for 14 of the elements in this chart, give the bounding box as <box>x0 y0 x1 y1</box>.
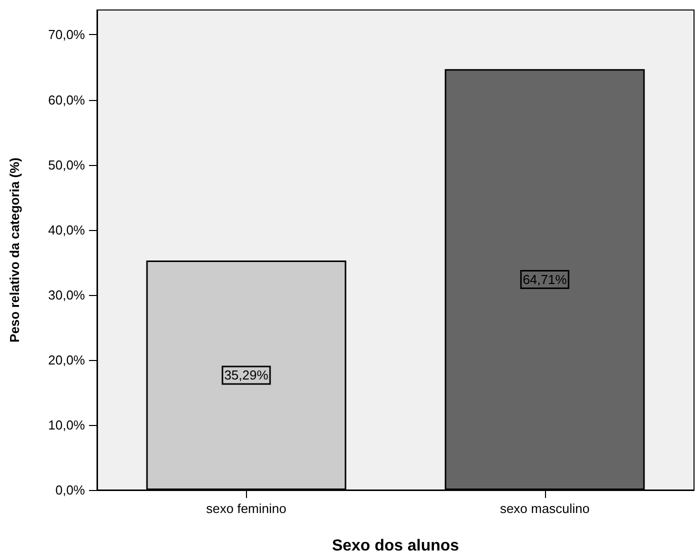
x-tick-label: sexo feminino <box>206 501 286 516</box>
data-label: 64,71% <box>522 272 568 288</box>
data-label: 35,29% <box>224 368 269 383</box>
y-tick-label: 50,0% <box>48 157 86 172</box>
x-axis-title: Sexo dos alunos <box>332 538 460 554</box>
x-tick-label: sexo masculino <box>500 501 590 516</box>
y-tick-label: 70,0% <box>48 27 86 42</box>
y-tick-label: 20,0% <box>48 352 86 368</box>
y-tick-label: 60,0% <box>48 92 86 108</box>
y-axis-title: Peso relativo da categoria (%) <box>7 158 22 342</box>
y-tick-label: 0,0% <box>55 482 86 498</box>
y-tick-label: 40,0% <box>48 222 86 238</box>
y-tick-label: 10,0% <box>48 417 86 432</box>
y-tick-label: 30,0% <box>48 287 86 302</box>
